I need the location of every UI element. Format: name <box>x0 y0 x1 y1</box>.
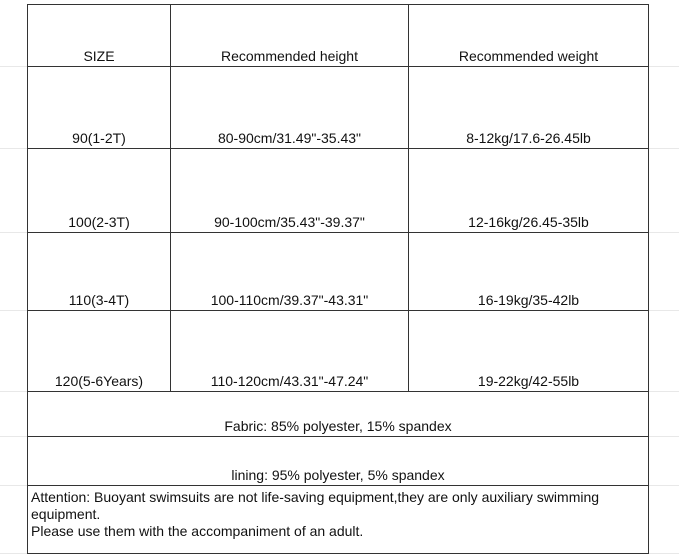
size-cell: 110(3-4T) <box>27 232 171 311</box>
table-row: 110(3-4T) 100-110cm/39.37"-43.31" 16-19k… <box>27 232 649 311</box>
weight-cell: 12-16kg/26.45-35lb <box>408 148 649 233</box>
weight-cell: 16-19kg/35-42lb <box>408 232 649 311</box>
size-cell: 100(2-3T) <box>27 148 171 233</box>
fabric-row: Fabric: 85% polyester, 15% spandex <box>27 391 649 437</box>
header-row: SIZE Recommended height Recommended weig… <box>27 4 649 67</box>
attention-text: Attention: Buoyant swimsuits are not lif… <box>31 489 600 522</box>
fabric-text: Fabric: 85% polyester, 15% spandex <box>27 391 649 437</box>
lining-row: lining: 95% polyester, 5% spandex <box>27 436 649 486</box>
attention-cell: Attention: Buoyant swimsuits are not lif… <box>27 485 649 554</box>
size-cell: 90(1-2T) <box>27 66 171 149</box>
header-weight: Recommended weight <box>408 4 649 67</box>
table-row: 120(5-6Years) 110-120cm/43.31"-47.24" 19… <box>27 310 649 392</box>
adult-note-text: Please use them with the accompaniment o… <box>31 523 364 539</box>
header-size: SIZE <box>27 4 171 67</box>
height-cell: 100-110cm/39.37"-43.31" <box>170 232 409 311</box>
height-cell: 90-100cm/35.43"-39.37" <box>170 148 409 233</box>
table-row: 100(2-3T) 90-100cm/35.43"-39.37" 12-16kg… <box>27 148 649 233</box>
height-cell: 110-120cm/43.31"-47.24" <box>170 310 409 392</box>
header-height: Recommended height <box>170 4 409 67</box>
height-cell: 80-90cm/31.49"-35.43" <box>170 66 409 149</box>
weight-cell: 19-22kg/42-55lb <box>408 310 649 392</box>
sheet-gridline <box>0 553 679 554</box>
size-chart-table: SIZE Recommended height Recommended weig… <box>27 4 649 554</box>
lining-text: lining: 95% polyester, 5% spandex <box>27 436 649 486</box>
attention-row: Attention: Buoyant swimsuits are not lif… <box>27 485 649 554</box>
size-cell: 120(5-6Years) <box>27 310 171 392</box>
weight-cell: 8-12kg/17.6-26.45lb <box>408 66 649 149</box>
table-row: 90(1-2T) 80-90cm/31.49"-35.43" 8-12kg/17… <box>27 66 649 149</box>
